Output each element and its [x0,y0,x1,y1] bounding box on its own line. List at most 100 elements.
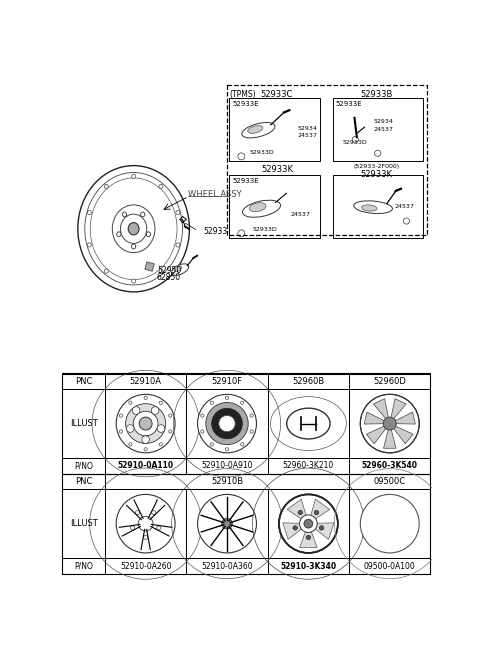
Text: 52910-0A260: 52910-0A260 [120,561,171,571]
Ellipse shape [384,417,396,430]
Ellipse shape [159,184,163,189]
Text: 52933D: 52933D [252,227,277,233]
Ellipse shape [176,243,180,247]
Circle shape [152,510,156,515]
Circle shape [168,414,172,417]
Bar [186,373,268,389]
Text: 52910-0A360: 52910-0A360 [201,561,253,571]
Circle shape [131,526,134,530]
Text: 52910-0A110: 52910-0A110 [118,461,174,470]
Ellipse shape [360,495,419,553]
Ellipse shape [361,205,377,211]
Circle shape [144,396,147,400]
Ellipse shape [104,184,108,189]
Ellipse shape [212,408,242,439]
Bar [62,474,105,489]
Ellipse shape [87,210,91,215]
Circle shape [120,430,122,433]
Circle shape [168,430,172,433]
Text: 52933D: 52933D [342,140,367,145]
Text: 52933B: 52933B [360,90,392,99]
Bar [349,389,431,458]
Text: 52933E: 52933E [336,101,362,107]
Ellipse shape [219,415,235,432]
Bar [62,489,105,558]
Ellipse shape [128,223,139,235]
Text: 52960-3K210: 52960-3K210 [283,461,334,470]
Circle shape [319,526,324,530]
Circle shape [250,414,253,417]
Bar [349,458,431,474]
Ellipse shape [104,269,108,273]
Bar [62,474,430,489]
Text: 52910-0A910: 52910-0A910 [201,461,253,470]
Circle shape [314,510,319,515]
Circle shape [250,430,253,433]
Text: 52933: 52933 [204,227,228,236]
Text: P/NO: P/NO [74,561,93,571]
Bar [62,474,430,574]
Bar [268,458,349,474]
Ellipse shape [126,403,166,443]
Polygon shape [366,426,386,444]
Polygon shape [384,428,396,448]
Text: 62850: 62850 [157,272,181,282]
Ellipse shape [87,243,91,247]
Ellipse shape [304,519,313,528]
Text: 52933C: 52933C [261,90,293,99]
Circle shape [210,401,214,404]
Circle shape [159,443,163,446]
Text: ILLUST: ILLUST [70,519,97,528]
Bar [145,262,154,271]
Ellipse shape [116,394,175,453]
Circle shape [240,443,244,446]
Text: 24537: 24537 [291,212,311,217]
Text: 24537: 24537 [373,127,393,132]
Bar [268,489,349,558]
Ellipse shape [117,232,121,236]
Bar [62,389,105,458]
Text: 24537: 24537 [395,204,415,209]
Polygon shape [300,530,317,548]
Ellipse shape [360,394,419,453]
Circle shape [201,414,204,417]
Circle shape [144,448,147,451]
Ellipse shape [287,408,330,439]
Ellipse shape [132,174,135,179]
Polygon shape [283,523,303,539]
Bar [268,558,349,574]
Text: 52933K: 52933K [261,165,293,174]
Ellipse shape [132,279,135,283]
Polygon shape [393,426,413,444]
Ellipse shape [206,402,248,445]
Ellipse shape [242,200,280,217]
Circle shape [159,401,163,404]
Bar [62,458,430,474]
Bar [105,558,186,574]
Ellipse shape [116,495,175,553]
Ellipse shape [132,407,140,415]
Bar [229,98,320,161]
Bar [62,558,105,574]
Text: 52950: 52950 [157,266,181,274]
Ellipse shape [122,212,127,217]
Polygon shape [391,399,406,419]
Bar [186,389,268,458]
Bar [62,489,430,558]
Bar [105,458,186,474]
Polygon shape [373,399,389,419]
Bar [62,389,430,458]
Text: PNC: PNC [75,377,92,386]
Ellipse shape [242,122,275,138]
Polygon shape [364,412,385,424]
Bar [229,175,320,238]
Ellipse shape [78,166,190,292]
Bar [105,474,349,489]
Bar [62,558,430,574]
Circle shape [306,535,311,540]
Text: P/NO: P/NO [74,461,93,470]
Ellipse shape [141,212,145,217]
Bar [62,373,430,474]
Ellipse shape [139,417,152,430]
Ellipse shape [157,424,165,432]
